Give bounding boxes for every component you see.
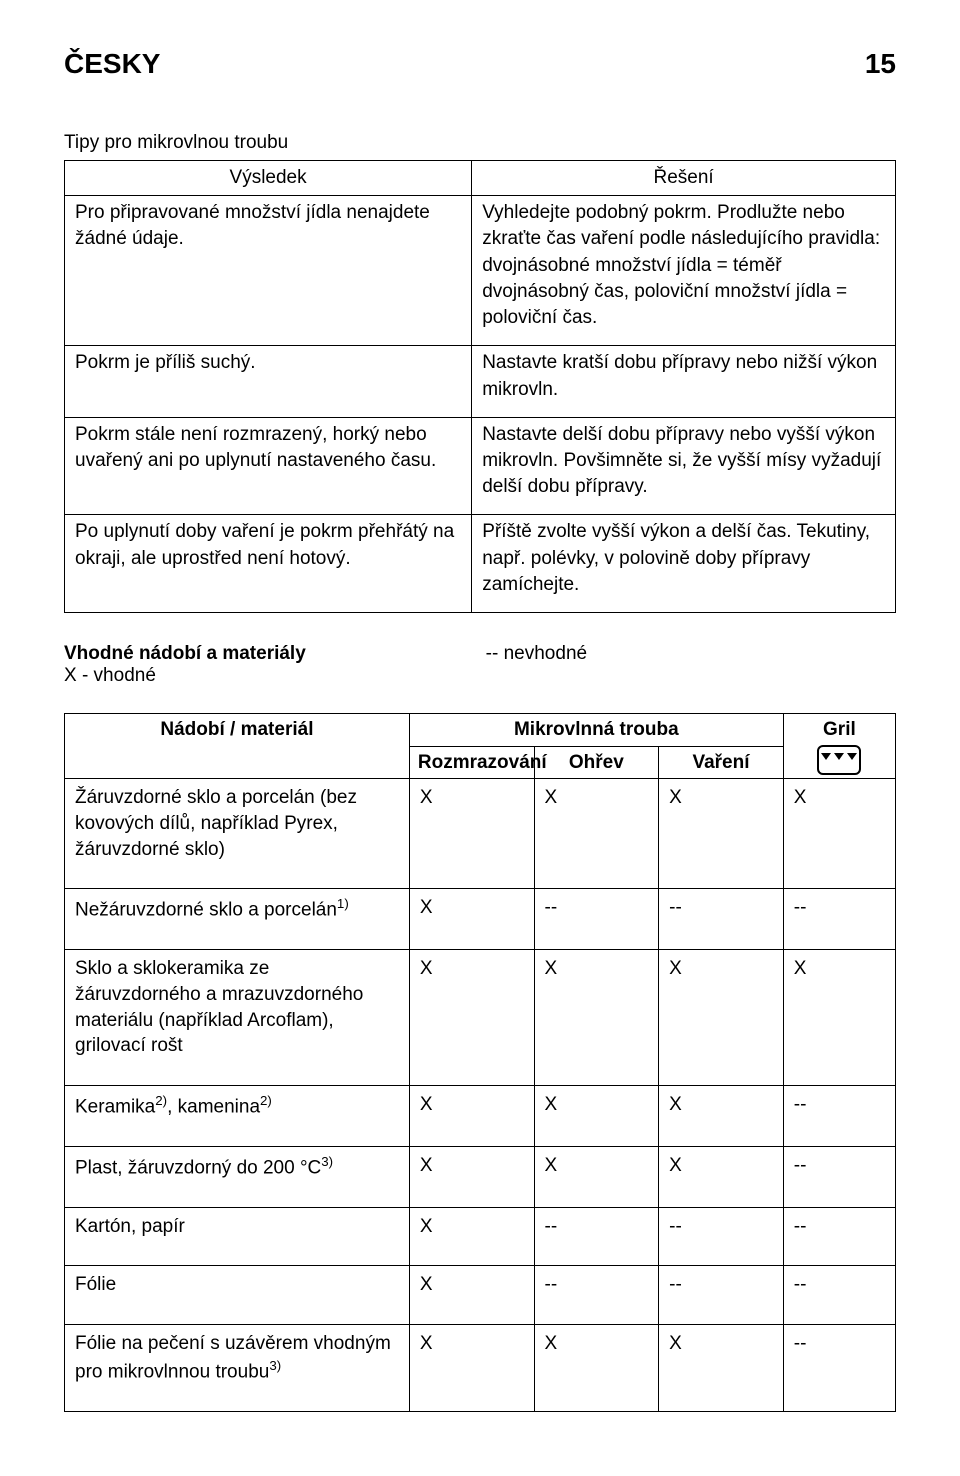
materials-val: -- bbox=[783, 1146, 895, 1207]
materials-row: Žáruvzdorné sklo a porcelán (bez kovovýc… bbox=[65, 779, 896, 889]
materials-val: X bbox=[534, 779, 659, 889]
legend-unsuitable: -- nevhodné bbox=[486, 643, 587, 664]
materials-val: X bbox=[534, 950, 659, 1086]
materials-label: Nežáruvzdorné sklo a porcelán1) bbox=[65, 889, 410, 950]
tips-result: Pokrm stále není rozmrazený, horký nebo … bbox=[65, 417, 472, 515]
materials-val: -- bbox=[783, 1085, 895, 1146]
tips-row: Pro připravované množství jídla nenajdet… bbox=[65, 196, 896, 346]
tips-solution: Vyhledejte podobný pokrm. Prodlužte nebo… bbox=[472, 196, 896, 346]
materials-val: -- bbox=[783, 1207, 895, 1266]
legend-heading: Vhodné nádobí a materiály bbox=[64, 643, 306, 664]
tips-table: Výsledek Řešení Pro připravované množstv… bbox=[64, 160, 896, 613]
legend: Vhodné nádobí a materiály X - vhodné -- … bbox=[64, 643, 896, 687]
tips-row: Pokrm je příliš suchý. Nastavte kratší d… bbox=[65, 346, 896, 417]
materials-val: X bbox=[409, 1266, 534, 1325]
materials-val: X bbox=[409, 1085, 534, 1146]
materials-val: X bbox=[659, 779, 784, 889]
materials-row: Fólie na pečení s uzávěrem vhodným pro m… bbox=[65, 1325, 896, 1412]
materials-val: X bbox=[659, 1146, 784, 1207]
tips-solution: Příště zvolte vyšší výkon a delší čas. T… bbox=[472, 515, 896, 613]
tips-result: Pokrm je příliš suchý. bbox=[65, 346, 472, 417]
legend-left: Vhodné nádobí a materiály X - vhodné bbox=[64, 643, 472, 687]
materials-val: X bbox=[409, 950, 534, 1086]
header-language: ČESKY bbox=[64, 48, 160, 80]
materials-label: Keramika2), kamenina2) bbox=[65, 1085, 410, 1146]
materials-val: X bbox=[409, 1146, 534, 1207]
materials-val: X bbox=[783, 779, 895, 889]
materials-val: X bbox=[659, 1325, 784, 1412]
materials-head-material: Nádobí / materiál bbox=[65, 714, 410, 779]
materials-val: X bbox=[409, 779, 534, 889]
materials-label: Žáruvzdorné sklo a porcelán (bez kovovýc… bbox=[65, 779, 410, 889]
materials-val: X bbox=[783, 950, 895, 1086]
legend-right: -- nevhodné bbox=[472, 643, 896, 687]
grill-icon bbox=[817, 745, 861, 775]
materials-label: Fólie na pečení s uzávěrem vhodným pro m… bbox=[65, 1325, 410, 1412]
materials-head-microwave: Mikrovlnná trouba bbox=[409, 714, 783, 747]
materials-val: -- bbox=[659, 1207, 784, 1266]
page: ČESKY 15 Tipy pro mikrovlnou troubu Výsl… bbox=[0, 0, 960, 1476]
header-page-number: 15 bbox=[865, 48, 896, 80]
materials-label: Kartón, papír bbox=[65, 1207, 410, 1266]
materials-row: Keramika2), kamenina2) X X X -- bbox=[65, 1085, 896, 1146]
materials-row: Plast, žáruvzdorný do 200 °C3) X X X -- bbox=[65, 1146, 896, 1207]
materials-head-grill: Gril bbox=[783, 714, 895, 779]
materials-val: X bbox=[534, 1325, 659, 1412]
materials-subhead-cook: Vaření bbox=[659, 746, 784, 779]
materials-subhead-heat: Ohřev bbox=[534, 746, 659, 779]
materials-val: -- bbox=[534, 1207, 659, 1266]
materials-val: X bbox=[409, 1325, 534, 1412]
tips-row: Pokrm stále není rozmrazený, horký nebo … bbox=[65, 417, 896, 515]
tips-head-solution: Řešení bbox=[472, 161, 896, 196]
materials-subhead-defrost: Rozmrazování bbox=[409, 746, 534, 779]
tips-solution: Nastavte kratší dobu přípravy nebo nižší… bbox=[472, 346, 896, 417]
tips-head-result: Výsledek bbox=[65, 161, 472, 196]
materials-row: Nežáruvzdorné sklo a porcelán1) X -- -- … bbox=[65, 889, 896, 950]
materials-label: Plast, žáruvzdorný do 200 °C3) bbox=[65, 1146, 410, 1207]
legend-suitable: X - vhodné bbox=[64, 665, 156, 686]
grill-label: Gril bbox=[823, 717, 856, 743]
materials-label: Fólie bbox=[65, 1266, 410, 1325]
materials-val: -- bbox=[659, 1266, 784, 1325]
materials-val: -- bbox=[659, 889, 784, 950]
materials-val: -- bbox=[783, 1325, 895, 1412]
materials-row: Fólie X -- -- -- bbox=[65, 1266, 896, 1325]
materials-val: X bbox=[659, 1085, 784, 1146]
materials-row: Kartón, papír X -- -- -- bbox=[65, 1207, 896, 1266]
materials-val: -- bbox=[783, 889, 895, 950]
tips-solution: Nastavte delší dobu přípravy nebo vyšší … bbox=[472, 417, 896, 515]
materials-val: X bbox=[534, 1146, 659, 1207]
materials-val: -- bbox=[534, 1266, 659, 1325]
materials-label: Sklo a sklokeramika ze žáruvzdorného a m… bbox=[65, 950, 410, 1086]
materials-val: -- bbox=[534, 889, 659, 950]
materials-val: -- bbox=[783, 1266, 895, 1325]
materials-row: Sklo a sklokeramika ze žáruvzdorného a m… bbox=[65, 950, 896, 1086]
tips-title: Tipy pro mikrovlnou troubu bbox=[64, 132, 896, 154]
materials-val: X bbox=[409, 1207, 534, 1266]
materials-val: X bbox=[409, 889, 534, 950]
materials-table: Nádobí / materiál Mikrovlnná trouba Gril… bbox=[64, 713, 896, 1412]
materials-val: X bbox=[659, 950, 784, 1086]
tips-row: Po uplynutí doby vaření je pokrm přehřát… bbox=[65, 515, 896, 613]
tips-result: Po uplynutí doby vaření je pokrm přehřát… bbox=[65, 515, 472, 613]
materials-val: X bbox=[534, 1085, 659, 1146]
page-header: ČESKY 15 bbox=[64, 48, 896, 80]
tips-result: Pro připravované množství jídla nenajdet… bbox=[65, 196, 472, 346]
